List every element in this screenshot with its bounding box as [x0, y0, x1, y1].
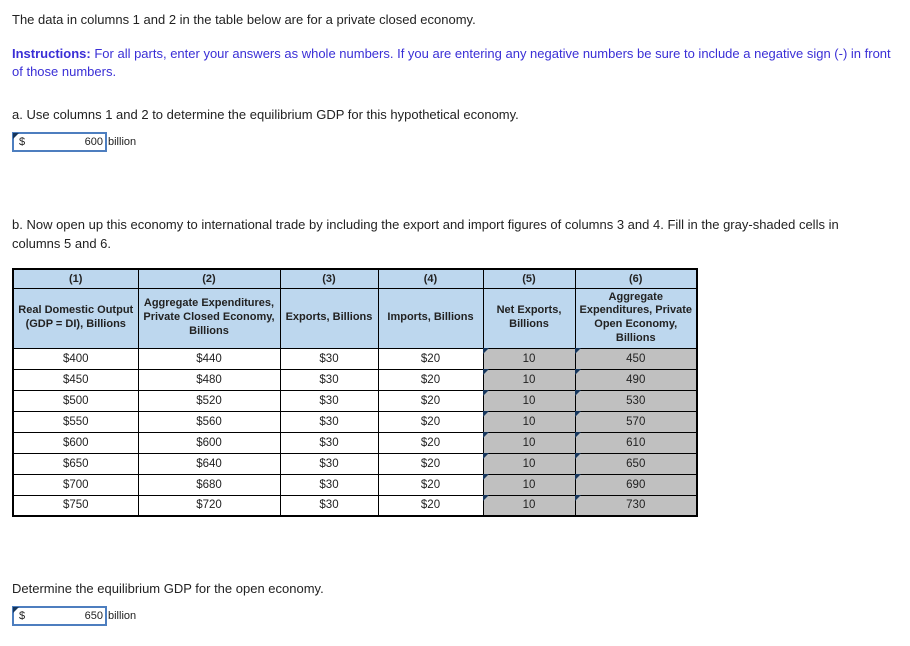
gdp-open-answer-box[interactable]: $: [12, 606, 107, 627]
ae-open-input-cell[interactable]: 490: [574, 368, 698, 391]
header-ae-closed: Aggregate Expenditures, Private Closed E…: [137, 287, 281, 349]
table-row: $450 $480 $30 $20 10 490: [12, 368, 698, 391]
part-a-answer-line: $ billion: [12, 132, 898, 153]
ae-open-input-cell[interactable]: 450: [574, 347, 698, 370]
gdp-cell: $750: [12, 494, 139, 517]
ae-open-input-cell[interactable]: 650: [574, 452, 698, 475]
ae-open-input-cell[interactable]: 730: [574, 494, 698, 517]
column-header-row: Real Domestic Output (GDP = DI), Billion…: [12, 287, 698, 349]
table-body: $400 $440 $30 $20 10 450 $450 $480 $30 $…: [12, 347, 698, 517]
col-number-3: (3): [279, 268, 379, 289]
ae-open-input-cell[interactable]: 690: [574, 473, 698, 496]
exports-cell: $30: [279, 410, 379, 433]
gdp-cell: $500: [12, 389, 139, 412]
col-number-5: (5): [482, 268, 576, 289]
imports-cell: $20: [377, 389, 484, 412]
billion-label: billion: [108, 136, 137, 149]
col-number-2: (2): [137, 268, 281, 289]
net-exports-input-cell[interactable]: 10: [482, 494, 576, 517]
col-number-6: (6): [574, 268, 698, 289]
ae-open-input-cell[interactable]: 570: [574, 410, 698, 433]
header-real-domestic-output: Real Domestic Output (GDP = DI), Billion…: [12, 287, 139, 349]
header-imports: Imports, Billions: [377, 287, 484, 349]
ae-closed-cell: $720: [137, 494, 281, 517]
net-exports-input-cell[interactable]: 10: [482, 473, 576, 496]
net-exports-input-cell[interactable]: 10: [482, 410, 576, 433]
col-number-4: (4): [377, 268, 484, 289]
imports-cell: $20: [377, 494, 484, 517]
net-exports-input-cell[interactable]: 10: [482, 368, 576, 391]
part-b-prompt: b. Now open up this economy to internati…: [12, 217, 839, 252]
open-gdp-prompt: Determine the equilibrium GDP for the op…: [12, 581, 324, 597]
table-row: $750 $720 $30 $20 10 730: [12, 494, 698, 517]
instructions-body: For all parts, enter your answers as who…: [12, 46, 891, 80]
quiz-page: The data in columns 1 and 2 in the table…: [12, 12, 898, 627]
exports-cell: $30: [279, 347, 379, 370]
ae-closed-cell: $480: [137, 368, 281, 391]
table-row: $650 $640 $30 $20 10 650: [12, 452, 698, 475]
imports-cell: $20: [377, 431, 484, 454]
exports-cell: $30: [279, 452, 379, 475]
part-b-answer-line: $ billion: [12, 606, 898, 627]
exports-cell: $30: [279, 368, 379, 391]
imports-cell: $20: [377, 473, 484, 496]
gdp-cell: $550: [12, 410, 139, 433]
exports-cell: $30: [279, 431, 379, 454]
gdp-open-input[interactable]: [45, 610, 105, 623]
net-exports-input-cell[interactable]: 10: [482, 431, 576, 454]
column-number-row: (1) (2) (3) (4) (5) (6): [12, 268, 698, 289]
ae-open-input-cell[interactable]: 610: [574, 431, 698, 454]
dollar-prefix: $: [19, 136, 26, 149]
net-exports-input-cell[interactable]: 10: [482, 389, 576, 412]
gdp-cell: $700: [12, 473, 139, 496]
header-net-exports: Net Exports, Billions: [482, 287, 576, 349]
header-ae-open: Aggregate Expenditures, Private Open Eco…: [574, 287, 698, 349]
billion-label: billion: [108, 610, 137, 623]
net-exports-input-cell[interactable]: 10: [482, 452, 576, 475]
ae-closed-cell: $680: [137, 473, 281, 496]
ae-open-input-cell[interactable]: 530: [574, 389, 698, 412]
imports-cell: $20: [377, 347, 484, 370]
imports-cell: $20: [377, 410, 484, 433]
gdp-closed-answer-box[interactable]: $: [12, 132, 107, 153]
col-number-1: (1): [12, 268, 139, 289]
instructions-label: Instructions:: [12, 46, 91, 61]
economy-table: (1) (2) (3) (4) (5) (6) Real Domestic Ou…: [12, 268, 698, 518]
table-row: $500 $520 $30 $20 10 530: [12, 389, 698, 412]
net-exports-input-cell[interactable]: 10: [482, 347, 576, 370]
part-a-prompt: a. Use columns 1 and 2 to determine the …: [12, 107, 519, 123]
header-exports: Exports, Billions: [279, 287, 379, 349]
ae-closed-cell: $640: [137, 452, 281, 475]
ae-closed-cell: $520: [137, 389, 281, 412]
ae-closed-cell: $600: [137, 431, 281, 454]
table-row: $600 $600 $30 $20 10 610: [12, 431, 698, 454]
dollar-prefix: $: [19, 610, 26, 623]
ae-closed-cell: $440: [137, 347, 281, 370]
table-row: $400 $440 $30 $20 10 450: [12, 347, 698, 370]
imports-cell: $20: [377, 452, 484, 475]
exports-cell: $30: [279, 473, 379, 496]
table-row: $700 $680 $30 $20 10 690: [12, 473, 698, 496]
gdp-cell: $450: [12, 368, 139, 391]
gdp-closed-input[interactable]: [45, 136, 105, 149]
intro-text: The data in columns 1 and 2 in the table…: [12, 12, 476, 27]
gdp-cell: $400: [12, 347, 139, 370]
table-row: $550 $560 $30 $20 10 570: [12, 410, 698, 433]
imports-cell: $20: [377, 368, 484, 391]
exports-cell: $30: [279, 494, 379, 517]
ae-closed-cell: $560: [137, 410, 281, 433]
gdp-cell: $600: [12, 431, 139, 454]
gdp-cell: $650: [12, 452, 139, 475]
instructions-text: Instructions: For all parts, enter your …: [12, 45, 892, 81]
exports-cell: $30: [279, 389, 379, 412]
